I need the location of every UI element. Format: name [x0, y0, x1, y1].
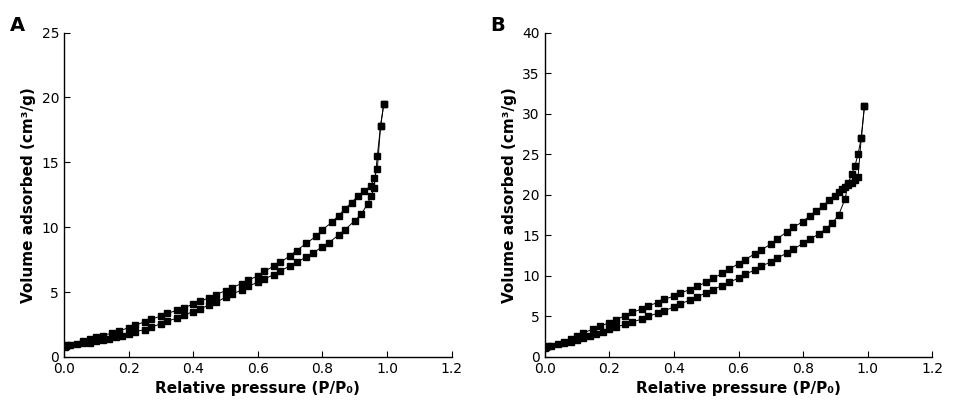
X-axis label: Relative pressure (P/P₀): Relative pressure (P/P₀)	[636, 381, 841, 396]
Text: B: B	[491, 17, 505, 36]
Text: A: A	[10, 17, 25, 36]
X-axis label: Relative pressure (P/P₀): Relative pressure (P/P₀)	[156, 381, 360, 396]
Y-axis label: Volume adsorbed (cm³/g): Volume adsorbed (cm³/g)	[21, 87, 36, 303]
Y-axis label: Volume adsorbed (cm³/g): Volume adsorbed (cm³/g)	[502, 87, 516, 303]
